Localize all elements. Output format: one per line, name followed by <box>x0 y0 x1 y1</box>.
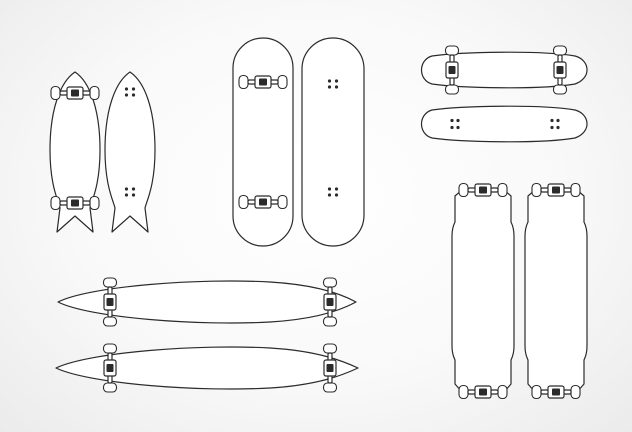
classic-skateboard-bottom <box>232 37 294 247</box>
drop-through-longboard-bottom <box>451 182 515 400</box>
penny-cruiser-bottom <box>420 45 588 95</box>
fishtail-cruiser-top <box>104 71 156 233</box>
drop-through-longboard-top <box>524 182 588 400</box>
pintail-longboard-top <box>55 343 359 393</box>
penny-cruiser-top <box>420 105 588 143</box>
fishtail-cruiser-bottom <box>49 71 101 233</box>
classic-skateboard-top <box>301 37 365 247</box>
pintail-longboard-bottom <box>57 277 357 327</box>
